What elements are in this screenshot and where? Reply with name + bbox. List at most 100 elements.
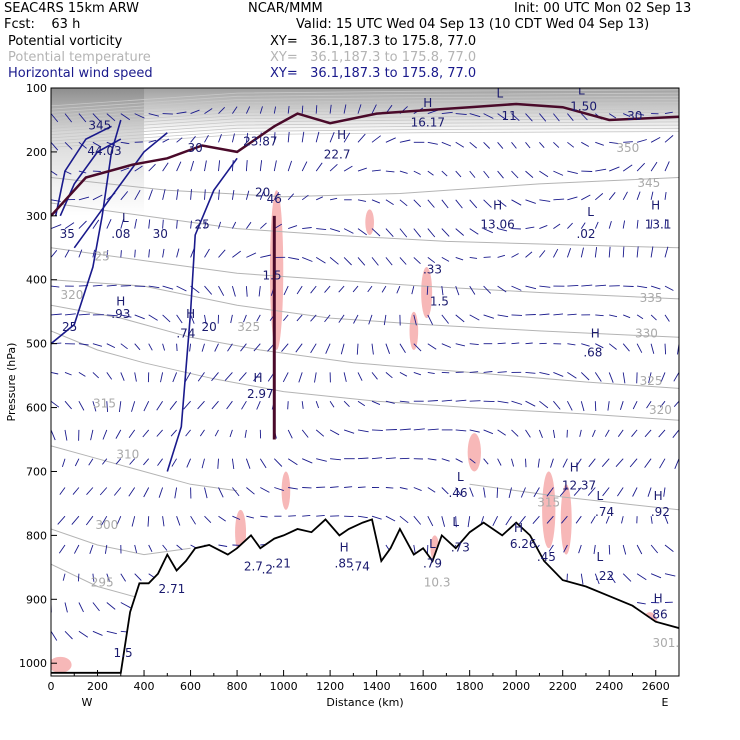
wind-vector <box>204 160 207 172</box>
wind-vector <box>427 343 437 350</box>
wind-vector <box>595 284 607 287</box>
theta-contour-295 <box>51 563 145 600</box>
wind-vector <box>148 544 153 552</box>
wind-vector <box>329 228 341 233</box>
wind-vector <box>427 458 437 461</box>
wind-vector <box>357 457 369 460</box>
wind-vector <box>231 221 237 229</box>
wind-vector <box>71 515 80 525</box>
wind-vector <box>325 343 331 354</box>
wind-vector <box>664 343 667 355</box>
wind-vector <box>190 515 196 525</box>
wind-vector <box>162 343 166 351</box>
wind-vector <box>51 545 52 546</box>
wind-vector <box>399 257 407 265</box>
wind-vector <box>197 400 205 410</box>
wind-vector <box>567 113 574 121</box>
wind-vector <box>176 544 183 551</box>
x-tick-label: 2600 <box>642 680 670 693</box>
wind-vector <box>650 191 654 200</box>
wind-vector <box>483 199 492 208</box>
wind-vector <box>245 160 248 172</box>
wind-vector <box>92 401 97 412</box>
wind-vector <box>78 170 87 174</box>
annotation-label: L <box>597 489 604 503</box>
wind-vector <box>131 516 136 527</box>
wind-vector <box>231 190 235 200</box>
wind-vector <box>678 113 679 114</box>
annotation-label: 25 <box>195 218 210 232</box>
wind-vector <box>61 458 66 468</box>
wind-vector <box>218 249 226 258</box>
wind-vector <box>160 372 164 383</box>
wind-vector <box>92 219 100 229</box>
wind-vector <box>525 113 533 122</box>
wind-vector <box>399 372 408 377</box>
wind-vector <box>190 160 195 172</box>
wind-vector <box>553 248 559 258</box>
wind-vector <box>92 284 103 287</box>
wind-vector <box>218 134 222 143</box>
theta-label: 320 <box>60 288 83 302</box>
wind-vector <box>427 314 434 325</box>
wind-vector <box>246 221 252 229</box>
annotation-label: 35 <box>60 227 75 241</box>
wind-vector <box>497 142 504 149</box>
wind-vector <box>204 134 209 143</box>
x-tick-label: 800 <box>227 680 248 693</box>
wind-vector <box>190 314 195 324</box>
wind-vector <box>283 314 289 321</box>
wind-vector <box>399 139 411 143</box>
wind-vector <box>143 458 150 466</box>
wind-vector <box>232 515 241 520</box>
wind-vector <box>143 487 150 498</box>
wind-vector <box>218 487 224 498</box>
wind-contour-4 <box>54 125 112 216</box>
annotation-label: .2 <box>262 563 273 577</box>
wind-vector <box>211 372 219 382</box>
annotation-label: 1.50 <box>570 99 597 113</box>
wind-vector <box>469 400 481 402</box>
wind-vector <box>315 429 325 437</box>
wind-vector <box>441 286 444 296</box>
wind-vector <box>51 170 58 176</box>
wind-vector <box>441 343 451 348</box>
wind-vector <box>162 248 165 258</box>
annotation-label: .21 <box>272 556 291 570</box>
wind-vector <box>622 544 627 555</box>
wind-vector <box>357 400 366 407</box>
wind-vector <box>204 189 206 200</box>
pv-shade-4 <box>467 433 481 472</box>
wind-vector <box>232 250 241 258</box>
theta-contour-345 <box>51 202 679 249</box>
wind-vector <box>567 313 577 316</box>
wind-vector <box>550 458 554 468</box>
wind-vector <box>134 314 145 320</box>
wind-vector <box>148 189 153 200</box>
wind-vector <box>371 199 381 204</box>
wind-vector <box>92 113 101 122</box>
wind-vector <box>664 192 667 200</box>
wind-vector <box>59 487 66 495</box>
annotation-label: 6.26 <box>510 537 537 551</box>
wind-vector <box>204 221 207 229</box>
wind-vector <box>106 192 116 201</box>
wind-vector <box>497 285 507 293</box>
wind-vector <box>455 429 467 432</box>
wind-vector <box>296 314 303 322</box>
wind-vector <box>511 400 523 405</box>
wind-vector <box>104 544 108 554</box>
pv-shade-8 <box>281 471 291 510</box>
pv-shade-3 <box>409 311 419 351</box>
wind-vector <box>86 487 94 495</box>
wind-vector <box>232 487 240 497</box>
theta-label: 25 <box>95 250 110 264</box>
wind-vector <box>256 314 261 322</box>
wind-vector <box>229 429 233 438</box>
wind-vector <box>518 515 526 525</box>
wind-vector <box>533 487 540 498</box>
theta-label: 345 <box>637 176 660 190</box>
annotation-label: H <box>654 489 663 503</box>
wind-vector <box>637 285 648 289</box>
annotation-label: H <box>514 521 523 535</box>
